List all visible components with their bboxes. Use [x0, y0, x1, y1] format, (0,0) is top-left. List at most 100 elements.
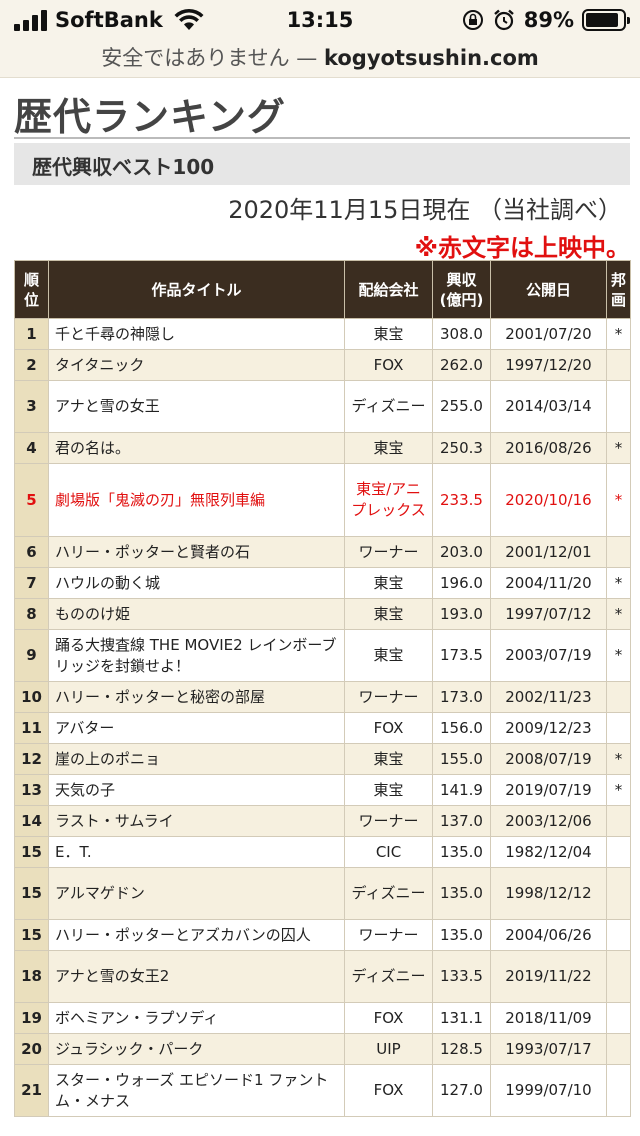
carrier-name: SoftBank — [55, 8, 163, 32]
domestic-mark-cell — [606, 681, 631, 713]
title-cell[interactable]: 劇場版「鬼滅の刃」無限列車編 — [48, 463, 345, 537]
title-cell[interactable]: 千と千尋の神隠し — [48, 318, 345, 350]
rank-cell: 8 — [14, 598, 49, 630]
distributor-cell: ワーナー — [344, 681, 433, 713]
table-row: 15 E．T. CIC 135.0 1982/12/04 — [14, 836, 631, 868]
release-date-cell: 2018/11/09 — [490, 1002, 607, 1034]
domestic-mark-cell: * — [606, 774, 631, 806]
release-date-cell: 2016/08/26 — [490, 432, 607, 464]
release-date-cell: 1997/07/12 — [490, 598, 607, 630]
domestic-mark-cell: * — [606, 432, 631, 464]
title-cell[interactable]: スター・ウォーズ エピソード1 ファントム・メナス — [48, 1064, 345, 1117]
table-row: 21 スター・ウォーズ エピソード1 ファントム・メナス FOX 127.0 1999/… — [14, 1064, 631, 1117]
distributor-cell: ワーナー — [344, 805, 433, 837]
title-cell[interactable]: タイタニック — [48, 349, 345, 381]
title-cell[interactable]: 天気の子 — [48, 774, 345, 806]
table-row: 19 ボヘミアン・ラプソディ FOX 131.1 2018/11/09 — [14, 1002, 631, 1034]
security-warning: 安全ではありません — — [101, 46, 324, 70]
title-cell[interactable]: 踊る大捜査線 THE MOVIE2 レインボーブリッジを封鎖せよ！ — [48, 629, 345, 682]
gross-cell: 255.0 — [432, 380, 491, 433]
table-header-row: 順位 作品タイトル 配給会社 興収(億円) 公開日 邦画 — [14, 260, 631, 319]
url-domain: kogyotsushin.com — [323, 46, 539, 70]
rank-cell: 18 — [14, 950, 49, 1003]
title-cell[interactable]: ボヘミアン・ラプソディ — [48, 1002, 345, 1034]
rank-cell: 15 — [14, 919, 49, 951]
title-cell[interactable]: アバター — [48, 712, 345, 744]
table-row: 7 ハウルの動く城 東宝 196.0 2004/11/20 * — [14, 567, 631, 599]
release-date-cell: 2004/11/20 — [490, 567, 607, 599]
title-cell[interactable]: 崖の上のポニョ — [48, 743, 345, 775]
ranking-table: 順位 作品タイトル 配給会社 興収(億円) 公開日 邦画 1 千と千尋の神隠し 東宝… — [14, 260, 631, 1117]
title-cell[interactable]: もののけ姫 — [48, 598, 345, 630]
release-date-cell: 2004/06/26 — [490, 919, 607, 951]
title-cell[interactable]: アナと雪の女王2 — [48, 950, 345, 1003]
battery-tip — [627, 17, 630, 24]
rank-cell: 1 — [14, 318, 49, 350]
header-rank: 順位 — [14, 260, 49, 319]
release-date-cell: 2019/07/19 — [490, 774, 607, 806]
header-title: 作品タイトル — [48, 260, 345, 319]
battery-fill — [586, 13, 618, 27]
rank-cell: 21 — [14, 1064, 49, 1117]
gross-cell: 127.0 — [432, 1064, 491, 1117]
domestic-mark-cell: * — [606, 598, 631, 630]
title-cell[interactable]: アナと雪の女王 — [48, 380, 345, 433]
rank-cell: 15 — [14, 836, 49, 868]
rank-cell: 12 — [14, 743, 49, 775]
release-date-cell: 2001/12/01 — [490, 536, 607, 568]
distributor-cell: UIP — [344, 1033, 433, 1065]
distributor-cell: ディズニー — [344, 867, 433, 920]
title-cell[interactable]: 君の名は。 — [48, 432, 345, 464]
table-row: 2 タイタニック FOX 262.0 1997/12/20 — [14, 349, 631, 381]
rank-cell: 5 — [14, 463, 49, 537]
title-cell[interactable]: E．T. — [48, 836, 345, 868]
distributor-cell: 東宝 — [344, 629, 433, 682]
domestic-mark-cell — [606, 805, 631, 837]
release-date-cell: 2001/07/20 — [490, 318, 607, 350]
rank-cell: 19 — [14, 1002, 49, 1034]
alarm-icon — [493, 9, 514, 31]
rank-cell: 7 — [14, 567, 49, 599]
title-cell[interactable]: ハリー・ポッターと賢者の石 — [48, 536, 345, 568]
release-date-cell: 1999/07/10 — [490, 1064, 607, 1117]
release-date-cell: 1997/12/20 — [490, 349, 607, 381]
title-cell[interactable]: ハリー・ポッターと秘密の部屋 — [48, 681, 345, 713]
distributor-cell: 東宝 — [344, 432, 433, 464]
title-cell[interactable]: アルマゲドン — [48, 867, 345, 920]
wifi-icon — [174, 8, 204, 30]
domestic-mark-cell — [606, 380, 631, 433]
title-cell[interactable]: ラスト・サムライ — [48, 805, 345, 837]
distributor-cell: ワーナー — [344, 919, 433, 951]
release-date-cell: 1982/12/04 — [490, 836, 607, 868]
distributor-cell: 東宝 — [344, 774, 433, 806]
gross-cell: 131.1 — [432, 1002, 491, 1034]
domestic-mark-cell: * — [606, 567, 631, 599]
distributor-cell: FOX — [344, 1002, 433, 1034]
address-bar[interactable]: 安全ではありません — kogyotsushin.com — [0, 42, 640, 78]
title-cell[interactable]: ジュラシック・パーク — [48, 1033, 345, 1065]
domestic-mark-cell — [606, 712, 631, 744]
domestic-mark-cell — [606, 836, 631, 868]
distributor-cell: 東宝 — [344, 318, 433, 350]
distributor-cell: FOX — [344, 712, 433, 744]
rank-cell: 11 — [14, 712, 49, 744]
table-row: 18 アナと雪の女王2 ディズニー 133.5 2019/11/22 — [14, 950, 631, 1003]
gross-cell: 133.5 — [432, 950, 491, 1003]
rank-cell: 4 — [14, 432, 49, 464]
rank-cell: 6 — [14, 536, 49, 568]
gross-cell: 135.0 — [432, 836, 491, 868]
title-cell[interactable]: ハウルの動く城 — [48, 567, 345, 599]
title-cell[interactable]: ハリー・ポッターとアズカバンの囚人 — [48, 919, 345, 951]
status-right: 89% — [462, 8, 630, 32]
table-row: 20 ジュラシック・パーク UIP 128.5 1993/07/17 — [14, 1033, 631, 1065]
release-date-cell: 2002/11/23 — [490, 681, 607, 713]
rank-cell: 15 — [14, 867, 49, 920]
rank-cell: 2 — [14, 349, 49, 381]
distributor-cell: ディズニー — [344, 380, 433, 433]
rank-cell: 20 — [14, 1033, 49, 1065]
gross-cell: 128.5 — [432, 1033, 491, 1065]
orientation-lock-icon — [462, 10, 483, 30]
gross-cell: 135.0 — [432, 867, 491, 920]
header-domestic: 邦画 — [606, 260, 631, 319]
status-bar: SoftBank 13:15 89% — [0, 0, 640, 42]
